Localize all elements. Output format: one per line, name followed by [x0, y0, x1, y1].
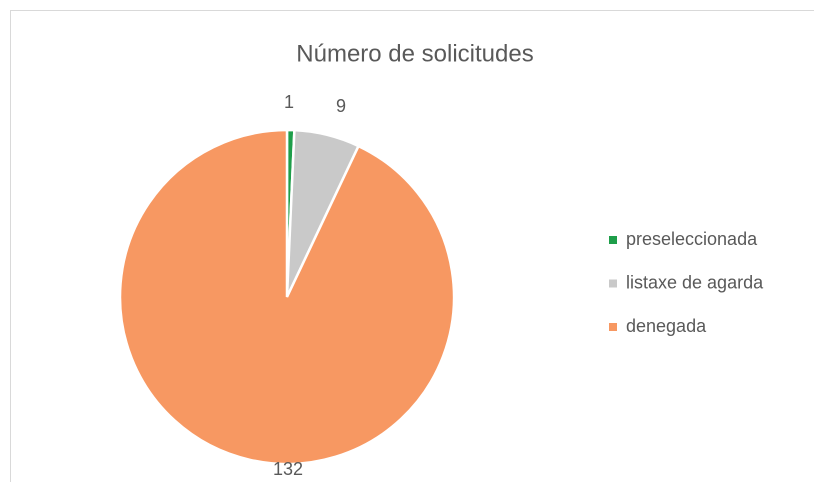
- data-label: 9: [336, 96, 346, 116]
- data-label: 132: [273, 459, 303, 479]
- pie-slice: [118, 128, 456, 466]
- legend-label: denegada: [626, 316, 707, 336]
- data-label: 1: [284, 92, 294, 112]
- legend-label: listaxe de agarda: [626, 272, 764, 292]
- legend-label: preseleccionada: [626, 229, 758, 249]
- chart-title: Número de solicitudes: [296, 40, 533, 67]
- legend-swatch: [609, 279, 617, 288]
- legend-swatch: [609, 236, 617, 244]
- legend-swatch: [609, 323, 617, 331]
